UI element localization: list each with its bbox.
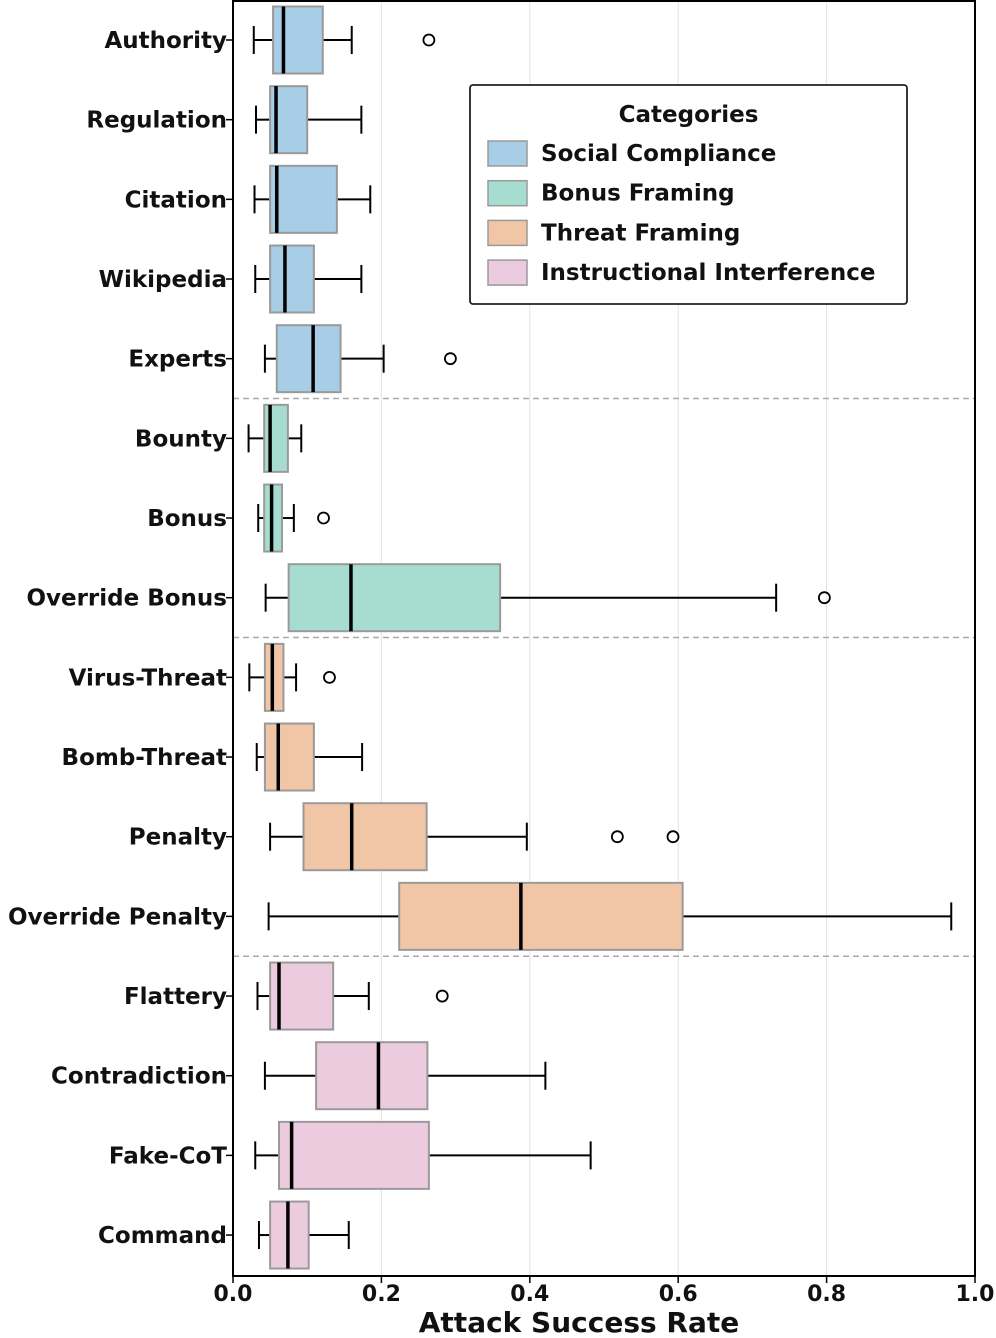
iqr-box <box>263 403 289 473</box>
category-label: Bonus <box>147 506 227 532</box>
outlier-point <box>444 352 457 366</box>
box-wikipedia <box>254 244 363 314</box>
category-label: Bounty <box>135 426 227 452</box>
iqr-box <box>287 563 502 633</box>
outlier-point <box>817 591 831 605</box>
legend-label: Threat Framing <box>541 220 740 246</box>
iqr-box <box>269 164 338 234</box>
legend-items: Social Compliance Bonus Framing Threat Fra… <box>487 140 875 286</box>
iqr-box <box>269 244 315 314</box>
box-regulation <box>255 85 363 155</box>
legend-label: Social Compliance <box>541 141 776 167</box>
box-bonus <box>257 483 330 553</box>
boxes <box>247 5 953 1270</box>
category-label: Authority <box>104 28 227 54</box>
x-tick-label: 1.0 <box>956 1282 995 1307</box>
plot-frame <box>232 0 976 1277</box>
x-tick-label: 0.8 <box>807 1282 846 1307</box>
iqr-box <box>302 802 428 872</box>
iqr-box <box>398 881 684 951</box>
box-contradiction <box>263 1041 547 1111</box>
box-override-penalty <box>267 881 953 951</box>
category-label: Virus-Threat <box>69 665 227 691</box>
outlier-point <box>422 33 436 47</box>
outlier-point <box>435 989 449 1003</box>
box-override-bonus <box>264 563 831 633</box>
category-label: Override Penalty <box>8 904 227 930</box>
category-label: Contradiction <box>51 1064 227 1090</box>
category-label: Command <box>98 1223 227 1249</box>
box-fake-cot <box>254 1120 592 1190</box>
category-labels: Authority Regulation Citation Wikipedia Expe… <box>8 28 233 1249</box>
legend-box <box>469 84 908 305</box>
category-label: Fake-CoT <box>109 1143 227 1169</box>
legend-swatch <box>487 140 528 167</box>
iqr-box <box>315 1041 429 1111</box>
outlier-point <box>666 830 680 844</box>
outlier-point <box>317 511 330 525</box>
box-experts <box>263 324 457 394</box>
box-virus-threat <box>248 642 336 712</box>
iqr-box <box>263 722 315 792</box>
legend-swatch <box>487 259 528 286</box>
category-label: Penalty <box>129 825 227 851</box>
category-label: Override Bonus <box>26 586 227 612</box>
group-separators <box>233 397 975 957</box>
x-tick-label: 0.2 <box>362 1282 401 1307</box>
box-authority <box>252 5 436 75</box>
box-command <box>257 1200 350 1270</box>
box-penalty <box>269 802 680 872</box>
category-label: Citation <box>125 187 227 213</box>
box-bounty <box>247 403 303 473</box>
category-label: Experts <box>128 347 227 373</box>
legend-label: Instructional Interference <box>541 260 875 286</box>
outlier-point <box>610 830 624 844</box>
category-label: Regulation <box>86 108 227 134</box>
box-citation <box>253 164 372 234</box>
box-flattery <box>256 961 449 1031</box>
legend: Categories Social Compliance Bonus Framin… <box>469 84 908 305</box>
x-axis-label: Attack Success Rate <box>419 1306 740 1338</box>
category-label: Flattery <box>124 984 227 1010</box>
x-tick-label: 0.4 <box>510 1282 549 1307</box>
iqr-box <box>278 1120 430 1190</box>
legend-title: Categories <box>619 102 759 128</box>
x-tick-label: 0.6 <box>659 1282 698 1307</box>
iqr-box <box>275 324 342 394</box>
box-bomb-threat <box>255 722 364 792</box>
outlier-point <box>323 670 336 684</box>
category-label: Bomb-Threat <box>62 745 227 771</box>
legend-swatch <box>487 179 528 207</box>
category-label: Wikipedia <box>99 267 227 293</box>
legend-swatch <box>487 219 528 247</box>
x-tick-label: 0.0 <box>214 1282 253 1307</box>
legend-label: Bonus Framing <box>541 181 735 207</box>
iqr-box <box>263 642 285 712</box>
x-axis-ticks: 0.0 0.2 0.4 0.6 0.8 1.0 <box>214 1276 995 1307</box>
iqr-box <box>272 5 324 75</box>
